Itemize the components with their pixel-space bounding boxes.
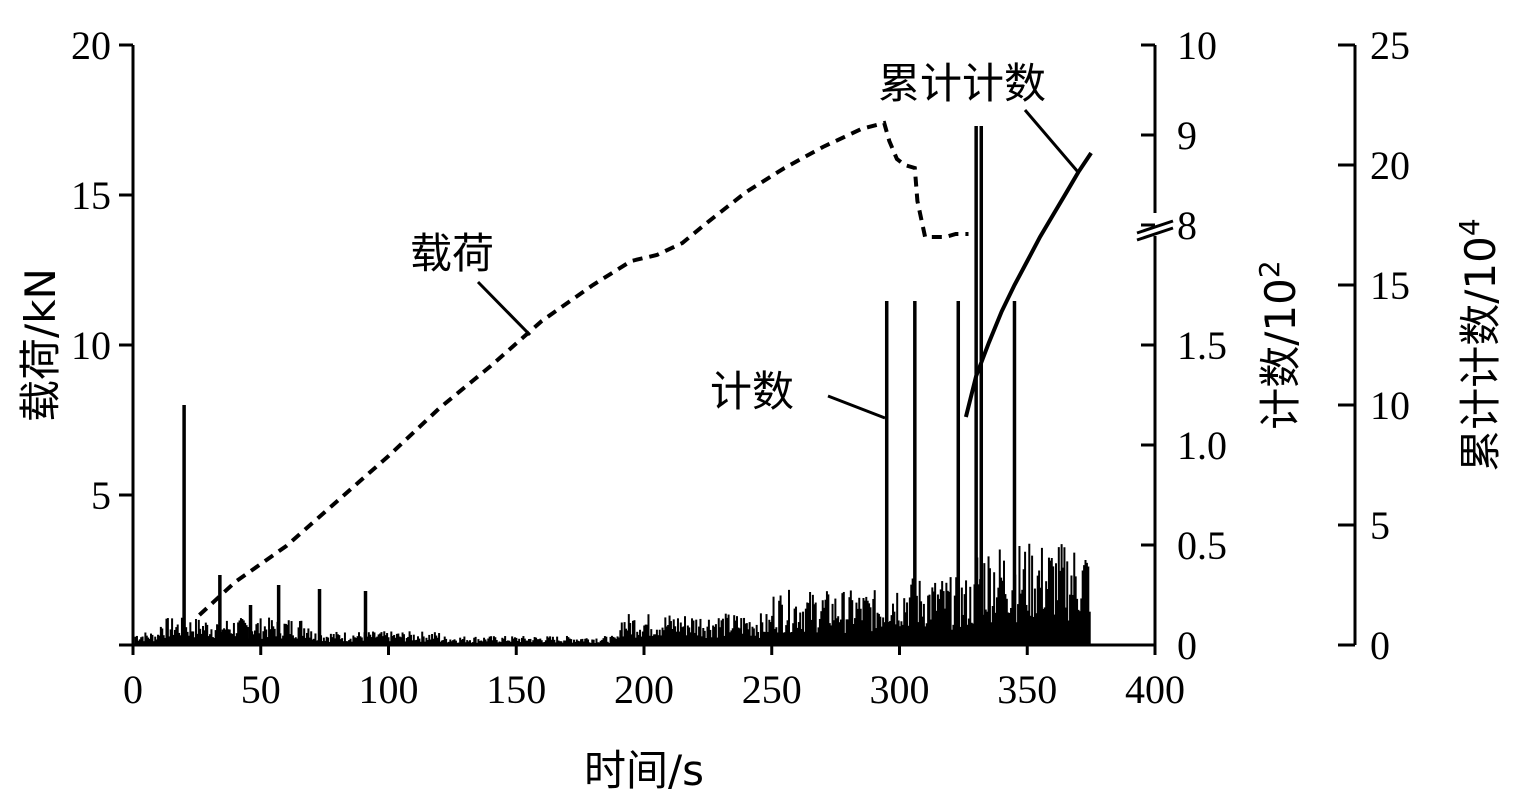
x-axis-title: 时间/s	[584, 746, 704, 795]
y-right2-tick-label: 10	[1370, 383, 1410, 428]
y-right1-tick-label: 1.0	[1177, 423, 1227, 468]
annotation-cumulative-leader	[1023, 109, 1080, 173]
y-axis-right2-title: 累计计数/104	[1453, 218, 1505, 471]
y-right2-tick-label: 20	[1370, 143, 1410, 188]
y-right1-tick-label: 0.5	[1177, 523, 1227, 568]
x-tick-label: 150	[486, 667, 546, 712]
x-tick-label: 350	[997, 667, 1057, 712]
y-axis-right1-title: 计数/102	[1253, 260, 1305, 429]
x-tick-label: 250	[742, 667, 802, 712]
y-right2-tick-label: 5	[1370, 503, 1390, 548]
axis-break-mark-1	[1136, 219, 1174, 235]
x-tick-label: 100	[359, 667, 419, 712]
y-right1-tick-label: 1.5	[1177, 323, 1227, 368]
y-axis-right1-title-text: 计数/10	[1256, 278, 1305, 430]
load-line	[198, 120, 969, 617]
y-right1-tick-label: 9	[1177, 113, 1197, 158]
y-axis-right2-title-text: 累计计数/10	[1456, 236, 1505, 472]
y-right1-tick-label: 0	[1177, 623, 1197, 668]
y-right2-tick-label: 0	[1370, 623, 1390, 668]
y-right2-tick-label: 15	[1370, 263, 1410, 308]
cumulative-count-line	[963, 151, 1093, 418]
y-left-tick-label: 15	[71, 173, 111, 218]
annotation-load-leader	[476, 280, 532, 337]
tick-marks	[119, 43, 1355, 655]
x-tick-label: 200	[614, 667, 674, 712]
annotation-load: 载荷	[410, 229, 494, 278]
y-left-tick-label: 5	[91, 473, 111, 518]
axis-break-mark-2	[1136, 226, 1174, 242]
y-left-tick-label: 20	[71, 23, 111, 68]
annotation-count: 计数	[710, 367, 794, 416]
annotation-cumulative: 累计计数	[878, 59, 1046, 108]
y-left-tick-label: 10	[71, 323, 111, 368]
annotation-count-leader	[827, 394, 886, 420]
y-axis-right2-title-exp: 4	[1453, 218, 1486, 236]
count-spikes	[182, 126, 1017, 645]
y-axis-left-title: 载荷/kN	[16, 268, 65, 422]
y-right1-tick-label: 8	[1177, 203, 1197, 248]
x-tick-label: 400	[1125, 667, 1185, 712]
x-tick-label: 300	[870, 667, 930, 712]
y-right1-tick-label: 10	[1177, 23, 1217, 68]
x-tick-label: 50	[241, 667, 281, 712]
x-tick-label: 0	[123, 667, 143, 712]
y-axis-right1-title-exp: 2	[1253, 260, 1286, 278]
tick-labels: 0 50 100 150 200 250 300 350 400510152000.51.01.…	[71, 23, 1410, 712]
y-right2-tick-label: 25	[1370, 23, 1410, 68]
